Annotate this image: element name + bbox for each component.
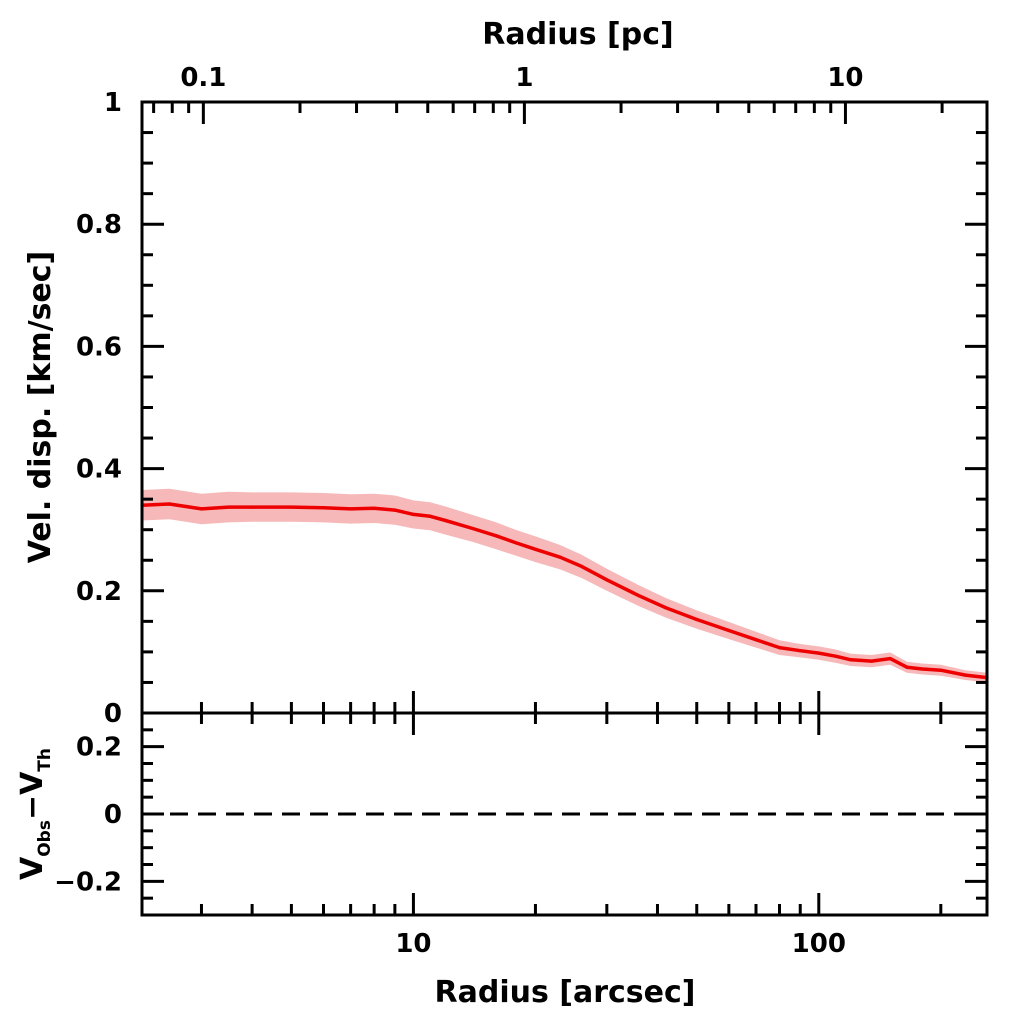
series-line <box>141 502 988 680</box>
main-y-tick-label: 0 <box>104 699 122 729</box>
residual-y-tick-label: 0.2 <box>76 733 122 763</box>
data-point <box>372 506 376 510</box>
bottom-axis-title: Radius [arcsec] <box>435 975 696 1010</box>
data-point <box>637 594 641 598</box>
data-point <box>727 628 731 633</box>
data-point <box>471 526 475 531</box>
pc-x-tick-label: 10 <box>827 63 863 93</box>
data-point <box>870 659 874 663</box>
residual-y-tick-label: −0.2 <box>54 867 122 897</box>
data-point <box>199 507 204 511</box>
main-y-tick-label: 0.2 <box>76 577 122 607</box>
main-y-tick-label: 0.4 <box>76 455 122 485</box>
error-band-layer <box>142 488 987 683</box>
series-error-band <box>142 488 987 683</box>
data-point <box>494 534 498 538</box>
data-point <box>558 555 562 559</box>
main-y-tick-label: 1 <box>104 88 122 118</box>
data-point <box>515 541 519 545</box>
data-point <box>289 505 293 509</box>
data-point <box>533 547 538 551</box>
data-point <box>849 658 853 662</box>
data-point <box>580 564 584 569</box>
arcsec-x-tick-label: 10 <box>395 929 431 959</box>
data-point <box>939 668 943 672</box>
main-panel-frame <box>140 100 989 715</box>
data-point <box>817 651 821 655</box>
data-point <box>428 514 432 518</box>
data-point <box>834 654 838 658</box>
pc-x-tick-label: 0.1 <box>180 63 226 93</box>
data-point <box>349 507 353 511</box>
arcsec-x-tick-label: 100 <box>792 929 846 959</box>
pc-x-tick-label: 1 <box>515 63 533 93</box>
data-point <box>167 502 171 506</box>
residual-ylabel-v: V <box>15 856 50 880</box>
data-point <box>798 649 802 653</box>
data-point <box>695 617 699 622</box>
top-axis-title: Radius [pc] <box>482 17 673 52</box>
data-point <box>227 505 231 509</box>
data-point <box>963 673 968 677</box>
tick-labels-layer: 0 0.2 0.4 0.6 0.8 1 0.2 0 −0.2 10 100 0.1 1 10 <box>54 63 863 959</box>
data-point <box>411 512 415 517</box>
residual-y-tick-label: 0 <box>104 800 122 830</box>
main-y-tick-label: 0.6 <box>76 332 122 362</box>
data-point <box>443 518 448 523</box>
data-point <box>888 657 892 661</box>
data-point <box>393 508 397 512</box>
data-point <box>905 665 909 669</box>
residual-y-axis-title: VObs−VTh <box>15 748 55 880</box>
data-point <box>605 578 609 582</box>
residual-ylabel-sub-th: Th <box>35 748 55 772</box>
main-y-axis-title: Vel. disp. [km/sec] <box>23 251 58 564</box>
data-point <box>250 505 254 509</box>
residual-ylabel-minus-v: −V <box>15 771 50 820</box>
main-y-tick-label: 0.8 <box>76 210 122 240</box>
data-point <box>920 667 924 671</box>
data-point <box>777 646 782 650</box>
residual-ylabel-sub-obs: Obs <box>35 820 55 857</box>
data-point <box>754 638 758 642</box>
series-line-layer <box>140 502 989 680</box>
data-point <box>664 606 668 610</box>
data-point <box>321 506 326 510</box>
